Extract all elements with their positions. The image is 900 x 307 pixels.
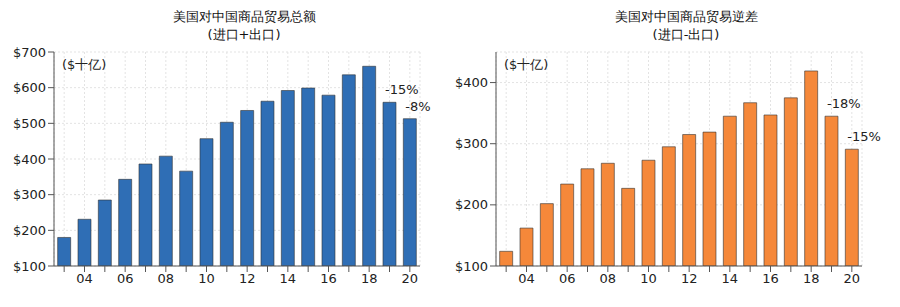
svg-text:$300: $300 [13,187,46,202]
svg-text:$700: $700 [13,45,46,60]
svg-text:$200: $200 [455,197,488,212]
svg-text:-8%: -8% [405,99,430,114]
svg-text:-18%: -18% [827,96,861,111]
svg-text:$200: $200 [13,223,46,238]
svg-text:10: 10 [198,271,215,286]
svg-text:$100: $100 [455,259,488,274]
svg-text:18: 18 [361,271,378,286]
svg-text:$100: $100 [13,259,46,274]
html-text:(进口-出口): (进口-出口) [652,27,720,42]
svg-text:14: 14 [280,271,297,286]
svg-text:16: 16 [762,271,779,286]
html-text:($十亿): ($十亿) [504,57,549,72]
html-text:美国对中国商品贸易逆差: 美国对中国商品贸易逆差 [614,9,758,24]
svg-text:18: 18 [803,271,820,286]
svg-text:08: 08 [158,271,175,286]
svg-text:20: 20 [402,271,419,286]
svg-text:$300: $300 [455,136,488,151]
svg-text:14: 14 [722,271,739,286]
svg-text:$400: $400 [455,75,488,90]
svg-text:04: 04 [518,271,535,286]
svg-text:06: 06 [559,271,576,286]
svg-text:-15%: -15% [847,129,881,144]
svg-text:10: 10 [640,271,657,286]
html-text:($十亿): ($十亿) [62,57,107,72]
svg-text:20: 20 [844,271,861,286]
svg-text:$600: $600 [13,80,46,95]
svg-text:04: 04 [76,271,93,286]
svg-text:$500: $500 [13,116,46,131]
svg-text:12: 12 [681,271,698,286]
svg-text:$400: $400 [13,152,46,167]
svg-text:12: 12 [239,271,256,286]
svg-text:06: 06 [117,271,134,286]
html-text:美国对中国商品贸易总额: 美国对中国商品贸易总额 [172,9,316,24]
svg-text:-15%: -15% [385,82,419,97]
svg-text:08: 08 [600,271,617,286]
html-text:(进口+出口): (进口+出口) [207,27,281,42]
svg-text:16: 16 [320,271,337,286]
